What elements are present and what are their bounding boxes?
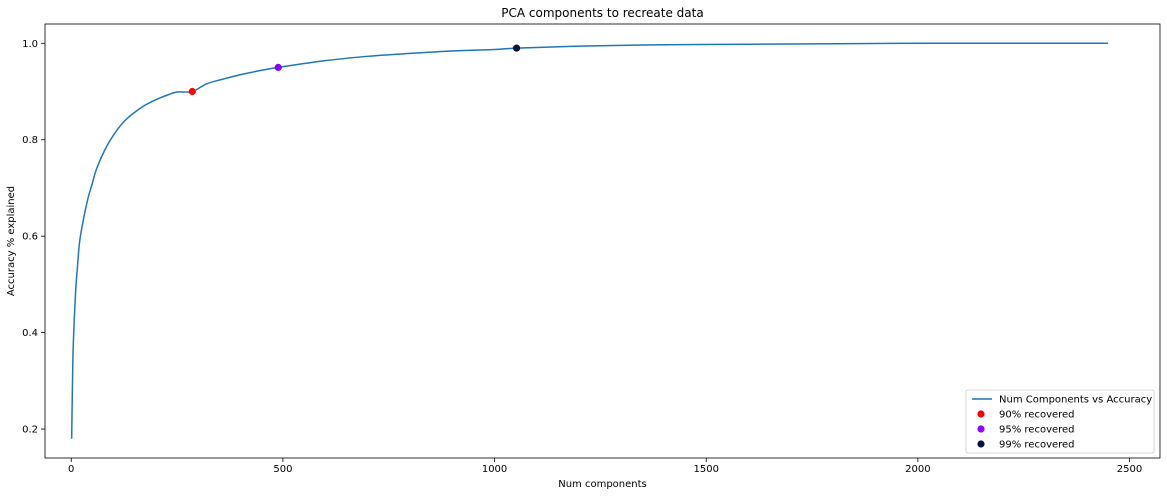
x-tick-label: 2000 <box>905 464 930 475</box>
x-axis-ticks: 0 500 1000 1500 2000 2500 <box>68 458 1142 475</box>
x-tick-label: 1500 <box>693 464 718 475</box>
plot-area <box>44 23 1161 459</box>
axes-frame <box>44 23 1161 459</box>
y-tick-label: 0.2 <box>22 425 38 436</box>
x-axis-label: Num components <box>558 479 647 490</box>
legend-label: Num Components vs Accuracy <box>999 395 1152 406</box>
point-90-recovered <box>188 87 196 96</box>
y-axis-ticks: 0.2 0.4 0.6 0.8 1.0 <box>22 39 45 436</box>
x-tick-label: 500 <box>273 464 292 475</box>
y-tick-label: 1.0 <box>22 39 38 50</box>
x-tick-label: 2500 <box>1117 464 1142 475</box>
legend-label: 90% recovered <box>999 410 1075 421</box>
y-tick-label: 0.4 <box>22 328 38 339</box>
legend-label: 99% recovered <box>999 440 1075 451</box>
legend-box <box>965 389 1155 454</box>
legend-label: 95% recovered <box>999 425 1075 436</box>
series-layer <box>70 42 1108 439</box>
y-tick-label: 0.6 <box>22 232 38 243</box>
y-tick-label: 0.8 <box>22 135 38 146</box>
x-tick-label: 1000 <box>482 464 507 475</box>
y-axis-label: Accuracy % explained <box>6 186 17 296</box>
series-line-accuracy <box>70 42 1108 439</box>
legend: Num Components vs Accuracy 90% recovered 9… <box>965 389 1155 454</box>
legend-marker-swatch <box>977 410 985 418</box>
legend-marker-swatch <box>977 440 985 448</box>
point-99-recovered <box>512 44 521 52</box>
point-95-recovered <box>274 63 282 71</box>
x-tick-label: 0 <box>68 464 74 475</box>
chart-title: PCA components to recreate data <box>501 6 703 20</box>
legend-marker-swatch <box>977 425 985 433</box>
